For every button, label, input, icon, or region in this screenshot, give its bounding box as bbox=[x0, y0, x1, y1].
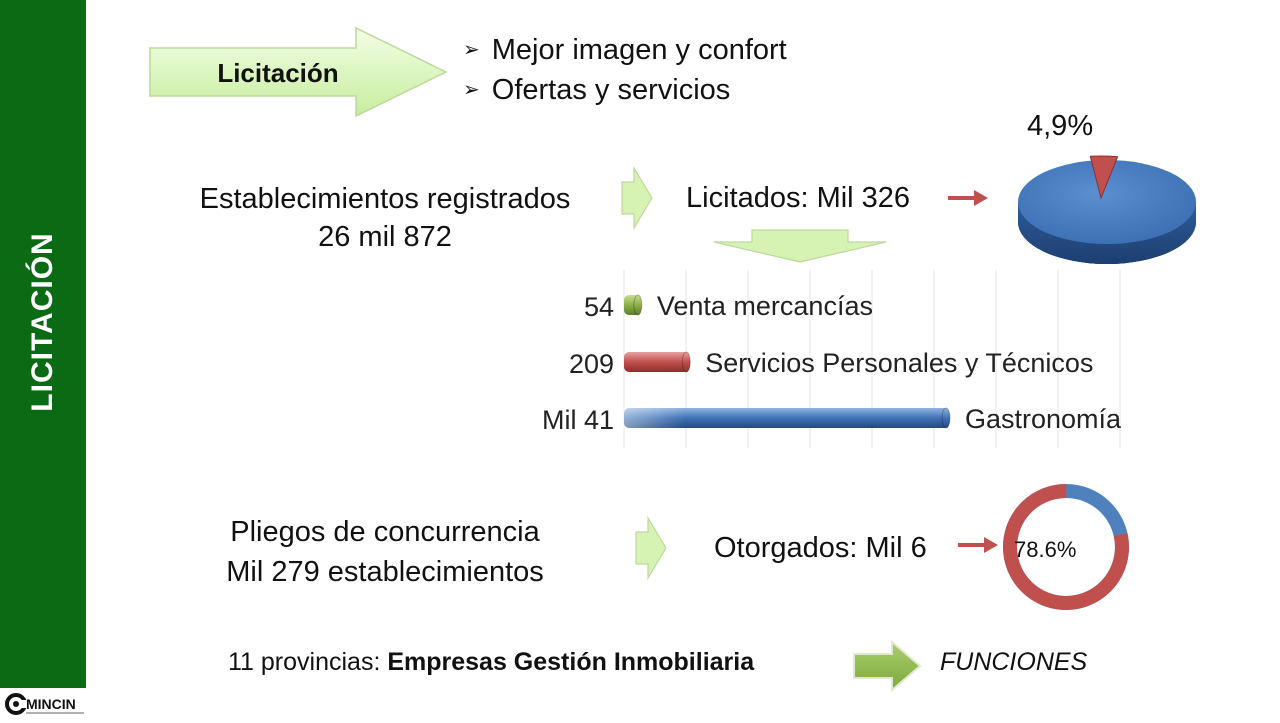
bar-fade-overlay bbox=[544, 407, 949, 429]
otorgados-donut-chart bbox=[1003, 484, 1129, 610]
sidebar bbox=[0, 0, 86, 688]
pie-slice-rest bbox=[1018, 160, 1196, 244]
registered-line2: 26 mil 872 bbox=[318, 221, 452, 253]
red-pointer-icon bbox=[948, 190, 988, 206]
mincin-logo: MINCIN bbox=[4, 690, 88, 718]
licitados-pie-chart bbox=[1018, 155, 1196, 264]
bar-category-label: Servicios Personales y Técnicos bbox=[705, 348, 1093, 378]
green-arrow-icon bbox=[621, 166, 653, 230]
licitados-text: Licitados: Mil 326 bbox=[686, 182, 911, 214]
bar-cap-2 bbox=[941, 407, 951, 429]
donut-percent-label: 78.6% bbox=[1014, 537, 1077, 562]
bar-cap-0 bbox=[633, 294, 643, 316]
pliegos-block: Pliegos de concurrencia Mil 279 establec… bbox=[190, 512, 580, 592]
bullet-text-2: Ofertas y servicios bbox=[491, 74, 731, 106]
functions-text: FUNCIONES bbox=[940, 648, 1088, 676]
pie-percent-label: 4,9% bbox=[1027, 110, 1094, 142]
licitacion-arrow-label: Licitación bbox=[217, 58, 338, 88]
arrow-bullet-icon: ➢ bbox=[463, 79, 480, 101]
registered-line1: Establecimientos registrados bbox=[199, 183, 571, 215]
otorgados-text: Otorgados: Mil 6 bbox=[714, 532, 927, 564]
sidebar-title: LICITACIÓN bbox=[26, 232, 59, 412]
logo-text: MINCIN bbox=[26, 696, 76, 712]
bullet-text-1: Mejor imagen y confort bbox=[491, 34, 787, 66]
green-arrow-icon bbox=[635, 516, 667, 580]
provinces-text: 11 provincias: Empresas Gestión Inmobili… bbox=[228, 648, 754, 677]
pliegos-line1: Pliegos de concurrencia bbox=[230, 516, 540, 548]
down-arrow-icon bbox=[713, 229, 887, 263]
bar-cap-1 bbox=[681, 351, 691, 373]
registered-establishments: Establecimientos registrados 26 mil 872 bbox=[170, 180, 600, 256]
donut-main-arc bbox=[1003, 484, 1129, 610]
arrow-bullet-icon: ➢ bbox=[463, 39, 480, 61]
bullet-item-1: ➢ Mejor imagen y confort bbox=[463, 34, 787, 67]
pie-slice-licitados bbox=[1089, 155, 1119, 200]
bar-category-label: Gastronomía bbox=[965, 404, 1122, 434]
bar-value-label: Mil 41 bbox=[542, 405, 614, 435]
licitacion-arrow: Licitación bbox=[149, 26, 448, 118]
bar-value-label: 54 bbox=[584, 292, 614, 322]
bar-value-label: 209 bbox=[569, 349, 614, 379]
pliegos-line2: Mil 279 establecimientos bbox=[226, 556, 544, 588]
bar-1 bbox=[624, 352, 690, 372]
bullet-item-2: ➢ Ofertas y servicios bbox=[463, 74, 730, 107]
footer-arrow-icon bbox=[853, 640, 922, 692]
provinces-company: Empresas Gestión Inmobiliaria bbox=[387, 648, 755, 676]
bar-category-label: Venta mercancías bbox=[657, 291, 873, 321]
establishments-bar-chart: 54 Venta mercancías 209 Servicios Personale… bbox=[542, 270, 1122, 448]
provinces-prefix: 11 provincias: bbox=[228, 648, 388, 676]
red-pointer-icon bbox=[958, 537, 998, 553]
